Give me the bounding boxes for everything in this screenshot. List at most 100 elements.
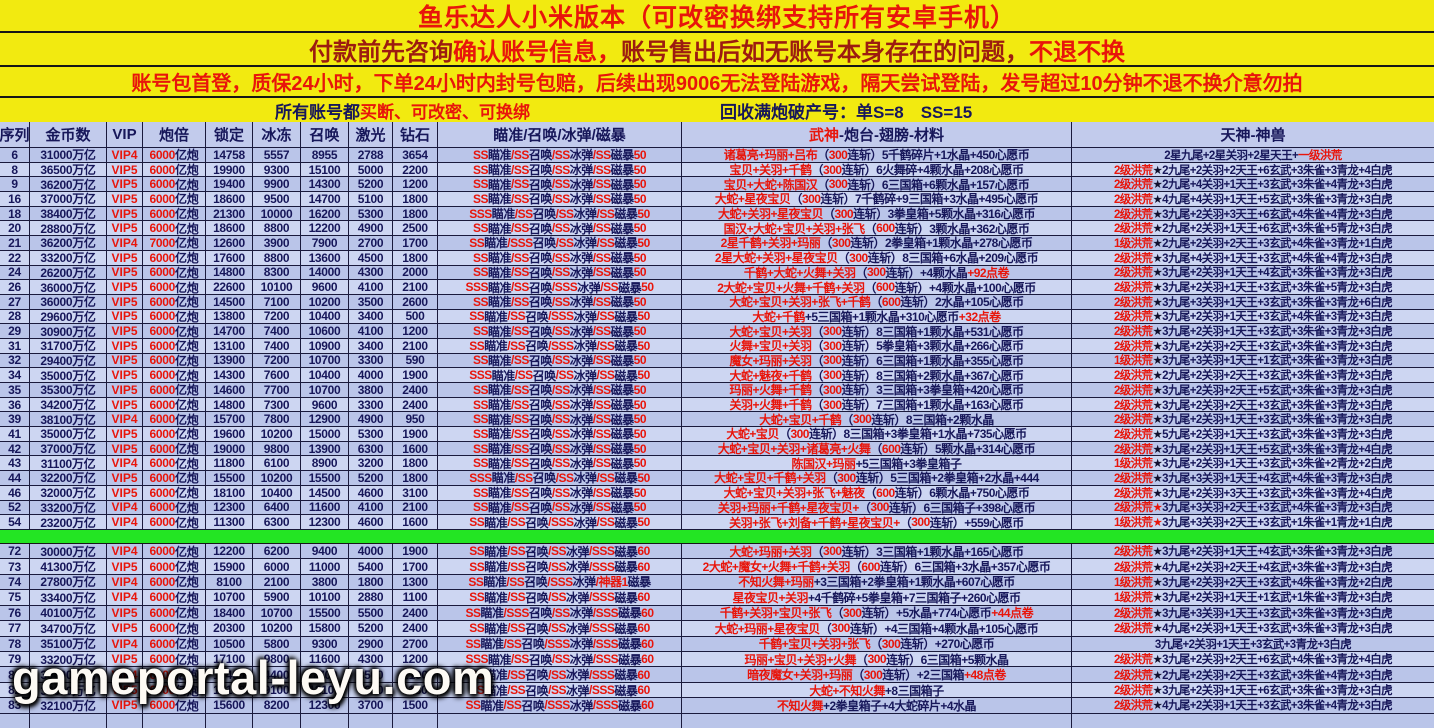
cell-lock: 18100 <box>206 485 253 500</box>
combo-close: 连斩） <box>820 192 855 206</box>
cannon-multiplier: 6000 <box>149 456 176 471</box>
diamond-value: 1800 <box>402 471 428 485</box>
cell-diamond: 1800 <box>393 456 438 471</box>
cell-summon: 12900 <box>301 412 349 427</box>
serial-value: 83 <box>8 698 21 713</box>
cell-warriors: 不知火舞+玛丽 +3三国箱+2拳皇箱+1颗水晶+607心愿币 <box>682 574 1072 590</box>
warrior-names: 大蛇+千鹤 <box>752 309 805 324</box>
cell-lock: 17100 <box>206 651 253 667</box>
cell-laser: 3400 <box>349 309 393 324</box>
combo-count: 300 <box>831 621 850 636</box>
cell-vip: VIP4 <box>107 236 143 250</box>
table-row: 8 36500万亿 VIP5 6000 亿炮 19900 9300 15100 5000 2200… <box>0 162 1434 178</box>
skill-segment: 冰弹 <box>569 427 594 441</box>
combo-close: 连斩） <box>841 163 877 177</box>
vip-value: VIP5 <box>111 441 138 456</box>
cell-laser: 5300 <box>349 206 393 221</box>
cell-freeze: 9800 <box>253 651 301 667</box>
diamond-value: 2100 <box>402 338 428 353</box>
lock-value: 11300 <box>213 515 245 529</box>
skill-segment: 瞄准 <box>491 471 516 485</box>
skill-segment: 冰弹 <box>569 295 594 309</box>
cell-laser: 3700 <box>349 698 393 713</box>
skill-segment: / <box>592 162 596 177</box>
cell-diamond: 1500 <box>393 698 438 713</box>
cell-lock: 13100 <box>206 338 253 353</box>
skill-segment: SS <box>513 456 530 471</box>
diamond-value: 1300 <box>402 574 428 589</box>
skill-segment: SS <box>510 309 526 324</box>
primal-level: 2级洪荒 <box>1113 472 1153 485</box>
warrior-items: 8三国箱+6水晶+209心愿币 <box>902 251 1039 265</box>
skill-segment: 冰弹 <box>566 560 590 574</box>
skill-segment: / <box>596 368 600 382</box>
serial-value: 35 <box>8 383 21 397</box>
lock-value: 18100 <box>213 485 245 500</box>
beast-list: 3九尾+2关羽+1天王+5玄武+3朱雀+3青龙+4白虎 <box>1162 443 1393 456</box>
gold-value: 34200万亿 <box>40 398 96 412</box>
skill-segment: SS <box>550 590 567 605</box>
skill-segment: / <box>592 412 596 427</box>
skill-segment: SS <box>558 471 574 485</box>
skill-segment: 冰弹 <box>573 515 598 529</box>
cell-skills: SSS 瞄准 / SS 召唤 / SS 冰弹 / SS 磁暴 50 <box>438 368 682 382</box>
cell-cannon: 6000 亿炮 <box>143 206 206 221</box>
cell-lock: 15700 <box>206 412 253 427</box>
cannon-suffix: 亿炮 <box>175 163 199 177</box>
gold-value: 36200万亿 <box>40 236 96 250</box>
warrior-items: 8三国箱+3拳皇箱+1水晶+735心愿币 <box>843 427 1028 441</box>
skill-segment: SS <box>510 683 526 698</box>
cell-laser: 4100 <box>349 280 393 294</box>
lock-value: 19900 <box>213 162 245 177</box>
skill-segment: 磁暴 <box>614 309 638 324</box>
laser-value: 5200 <box>357 471 384 485</box>
table-row: 32 29400万亿 VIP5 6000 亿炮 13900 7200 10700 3300 590… <box>0 353 1434 369</box>
summon-value: 13600 <box>308 250 341 265</box>
summon-value: 14700 <box>308 192 341 206</box>
accounts-table: 序列 金币数 VIP 炮倍 锁定 冰冻 召唤 激光 钻石 瞄准/召唤/冰弹/磁暴 武神 -炮台-翅膀-… <box>0 122 1434 728</box>
cell-freeze: 7400 <box>253 324 301 338</box>
cell-lock: 14700 <box>206 324 253 338</box>
skill-segment: SS <box>554 192 571 206</box>
freeze-value: 6100 <box>263 456 290 471</box>
cell-warriors: 大蛇+宝贝（300 连斩） 8三国箱+3拳皇箱+1水晶+735心愿币 <box>682 427 1072 441</box>
cell-vip: VIP4 <box>107 500 143 515</box>
cell-lock: 15900 <box>206 559 253 574</box>
skill-segment: / <box>548 309 551 324</box>
skill-segment: / <box>511 412 514 427</box>
skill-segment: 召唤 <box>525 560 549 574</box>
skill-segment: / <box>592 353 596 368</box>
cell-freeze: 9300 <box>253 162 301 177</box>
cell-vip: VIP5 <box>107 280 143 294</box>
warrior-items: 3颗水晶+362心愿币 <box>929 221 1030 236</box>
skill-segment: 召唤 <box>524 575 548 590</box>
cell-summon: 8900 <box>301 456 349 471</box>
diamond-value: 1900 <box>402 368 428 382</box>
combo-open: （ <box>823 207 835 221</box>
cell-summon: 7700 <box>301 667 349 682</box>
skill-segment: 瞄准 <box>488 177 512 192</box>
cannon-multiplier: 6000 <box>149 338 176 353</box>
skill-segment: SS <box>469 667 485 682</box>
skill-segment: 50 <box>633 353 647 368</box>
table-row: 83 32100万亿 VIP5 6000 亿炮 15600 8200 12300 3700 150… <box>0 698 1434 714</box>
summon-value: 10400 <box>308 368 341 382</box>
skill-segment: 瞄准 <box>484 590 508 605</box>
title-text: 鱼乐达人小米版本（可改密换绑支持所有安卓手机） <box>417 3 1016 32</box>
warrior-names: 关羽+火舞+千鹤 <box>729 398 813 412</box>
primal-level: 2级洪荒 <box>1113 179 1153 192</box>
cell-diamond: 590 <box>393 353 438 368</box>
combo-open: （ <box>817 177 829 192</box>
cell-laser: 4300 <box>349 651 393 667</box>
freeze-value: 7300 <box>263 397 290 412</box>
cell-gold: 33200万亿 <box>30 500 107 515</box>
vip-value: VIP5 <box>111 368 138 382</box>
gold-value: 32200万亿 <box>40 471 96 485</box>
skill-segment: / <box>511 485 514 500</box>
cell-skills: SS 瞄准 / SS 召唤 / SS 冰弹 / SS 磁暴 50 <box>438 221 682 236</box>
skill-segment: SS <box>550 544 567 559</box>
skill-segment: / <box>592 148 596 162</box>
serial-value: 82 <box>8 683 21 698</box>
vip-value: VIP5 <box>111 559 138 574</box>
beast-list: 3九尾+3关羽+1天王+4玄武+4朱雀+3青龙+3白虎 <box>1162 472 1393 485</box>
